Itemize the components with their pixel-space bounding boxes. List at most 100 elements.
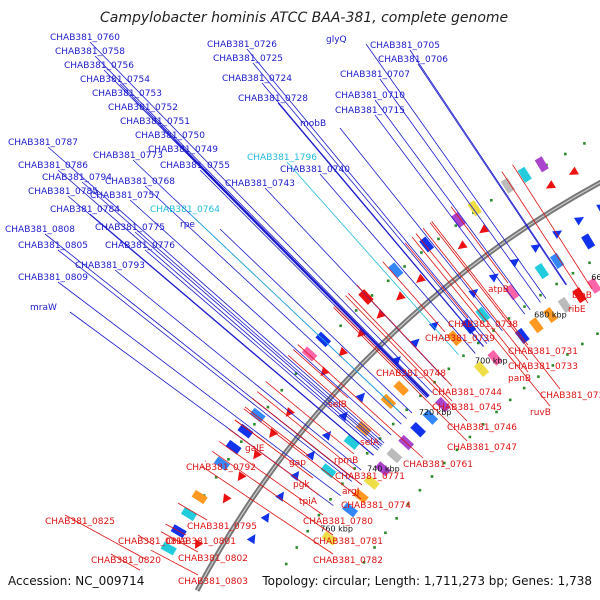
gc-dot — [437, 237, 440, 241]
reverse-leader-line — [429, 222, 561, 390]
forward-leader-line — [134, 231, 382, 447]
forward-gene-label: CHAB381_0705 — [370, 41, 440, 51]
cog-category-block — [160, 541, 177, 556]
reverse-gene-label: galE — [245, 444, 265, 454]
forward-gene-arrow — [409, 338, 420, 349]
forward-leader-line — [81, 181, 383, 446]
forward-leader-line — [374, 99, 531, 311]
kbp-tick-label: 720 kbp — [419, 408, 452, 417]
forward-gene-arrow — [530, 244, 541, 253]
forward-leader-line — [374, 114, 525, 315]
reverse-gene-label: panB — [508, 374, 531, 384]
reverse-gene-arrow — [253, 449, 263, 460]
cog-category-block — [435, 396, 451, 413]
cog-category-block — [422, 409, 439, 425]
gc-dot — [492, 329, 495, 332]
forward-gene-arrow — [305, 450, 315, 461]
forward-gene-arrow — [246, 534, 256, 545]
forward-gene-label: CHAB381_0754 — [80, 75, 150, 85]
forward-gene-arrow — [573, 217, 585, 226]
rna-gene-label: CHAB381_0764 — [150, 205, 220, 215]
reverse-leader-line — [411, 236, 551, 407]
gc-dot — [537, 375, 540, 378]
reverse-leader-line — [165, 523, 187, 536]
gc-dot — [253, 422, 256, 426]
reverse-leader-line — [244, 406, 310, 457]
gc-dot — [378, 437, 382, 440]
forward-leader-line — [94, 55, 430, 396]
gc-dot — [341, 482, 344, 486]
kbp-tick-label: 660 kbp — [591, 273, 600, 282]
cog-category-block — [461, 318, 477, 335]
reverse-gene-arrow — [194, 539, 204, 550]
reverse-gene-arrow — [457, 240, 468, 250]
reverse-gene-label: CHAB381_0802 — [178, 554, 248, 564]
reverse-gene-arrow — [416, 273, 426, 283]
gc-dot — [507, 317, 511, 320]
cog-category-block — [225, 439, 242, 455]
gc-dot — [295, 546, 299, 549]
reverse-gene-arrow — [376, 309, 387, 319]
cog-category-block — [343, 434, 360, 450]
forward-gene-label: CHAB381_0743 — [225, 179, 295, 189]
reverse-gene-label: CHAB381_0731 — [508, 347, 578, 357]
reverse-leader-line — [297, 344, 424, 459]
gc-dot — [418, 488, 422, 492]
cog-category-block — [475, 306, 491, 323]
reverse-gene-label: CHAB381_0738 — [448, 320, 518, 330]
forward-leader-line — [187, 153, 429, 397]
reverse-gene-label: CHAB381_0771 — [335, 472, 405, 482]
gc-dot — [564, 152, 567, 156]
forward-gene-label: CHAB381_0753 — [92, 89, 162, 99]
gc-dot — [443, 461, 446, 465]
forward-leader-line — [129, 199, 392, 436]
forward-gene-label: CHAB381_0785 — [28, 187, 98, 197]
forward-gene-label: CHAB381_0768 — [105, 177, 175, 187]
gc-dot — [280, 388, 284, 392]
reverse-gene-label: CHAB381_0774 — [341, 501, 411, 511]
cog-category-block — [320, 463, 337, 479]
reverse-gene-label: atpB — [488, 285, 509, 295]
reverse-gene-label: bioB — [572, 291, 592, 301]
forward-gene-label: CHAB381_0755 — [160, 161, 230, 171]
cog-category-block — [517, 166, 532, 183]
forward-gene-label: glyQ — [326, 35, 347, 45]
forward-leader-line — [144, 185, 402, 425]
reverse-leader-line — [64, 514, 146, 560]
forward-leader-line — [47, 146, 385, 444]
forward-gene-label: CHAB381_0805 — [18, 241, 88, 251]
gene-labels: CHAB381_0760 CHAB381_0758 CHAB381_0756 CHAB… — [5, 33, 600, 587]
forward-gene-label: CHAB381_0728 — [238, 94, 308, 104]
reverse-leader-line — [450, 206, 509, 284]
forward-leader-line — [246, 48, 490, 342]
cog-category-block — [557, 296, 573, 313]
forward-leader-line — [57, 169, 380, 449]
gc-dot — [227, 458, 230, 461]
gc-dot — [354, 309, 358, 312]
reverse-gene-label: rpmB — [334, 456, 358, 466]
cog-category-block — [504, 284, 520, 301]
forward-gene-label: CHAB381_0775 — [95, 223, 165, 233]
forward-gene-label: CHAB381_0750 — [135, 131, 205, 141]
forward-gene-label: CHAB381_0794 — [42, 173, 112, 183]
gc-dot — [373, 546, 376, 549]
forward-leader-line — [89, 213, 374, 456]
forward-leader-line — [219, 228, 413, 414]
gc-dot — [362, 561, 366, 564]
gc-dot — [455, 448, 459, 452]
gc-dot — [583, 142, 586, 145]
reverse-leader-line — [333, 307, 468, 442]
forward-gene-label: CHAB381_0786 — [18, 161, 88, 171]
cog-category-block — [514, 327, 530, 344]
cog-category-block — [528, 317, 544, 334]
forward-gene-label: CHAB381_0752 — [108, 103, 178, 113]
gc-dot — [477, 341, 480, 345]
reverse-leader-line — [265, 381, 355, 455]
cog-category-block — [342, 502, 359, 518]
reverse-gene-label: CHAB381_0819 — [118, 537, 188, 547]
gc-dot — [294, 372, 298, 375]
reverse-leader-line — [382, 261, 446, 333]
forward-gene-label: CHAB381_0776 — [105, 241, 175, 251]
